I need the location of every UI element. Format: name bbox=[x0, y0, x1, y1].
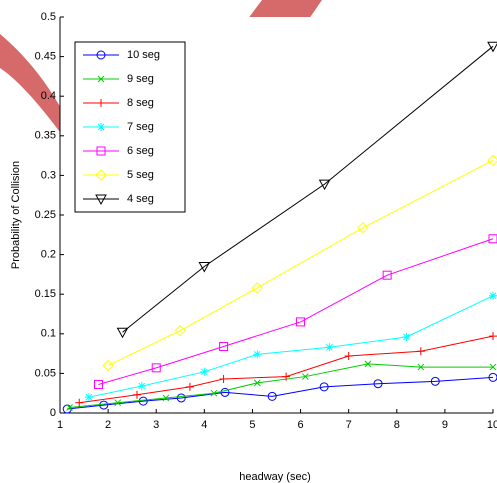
y-tick-label: 0 bbox=[50, 407, 56, 419]
y-tick-label: 0.45 bbox=[35, 51, 56, 63]
data-point bbox=[219, 374, 228, 383]
data-point bbox=[416, 347, 425, 356]
data-point bbox=[487, 41, 497, 53]
data-point bbox=[488, 372, 497, 382]
legend-marker bbox=[97, 99, 105, 107]
series-line bbox=[122, 45, 494, 333]
data-point bbox=[75, 398, 84, 407]
data-point bbox=[84, 393, 93, 402]
legend-marker bbox=[95, 194, 107, 206]
data-point bbox=[489, 291, 497, 300]
data-point bbox=[430, 376, 440, 386]
data-point bbox=[174, 324, 186, 337]
data-point bbox=[364, 360, 372, 368]
data-point bbox=[210, 389, 218, 397]
data-point bbox=[344, 351, 353, 360]
y-tick-label: 0.1 bbox=[41, 328, 56, 340]
data-point bbox=[357, 221, 369, 234]
x-tick-label: 3 bbox=[153, 419, 159, 431]
data-point bbox=[99, 400, 109, 410]
decoration bbox=[0, 34, 62, 135]
data-point bbox=[220, 387, 230, 397]
y-tick-label: 0.5 bbox=[41, 11, 56, 23]
x-tick-label: 9 bbox=[442, 419, 448, 431]
legend-label: 9 seg bbox=[127, 73, 154, 85]
data-point bbox=[198, 261, 211, 273]
x-tick-label: 6 bbox=[297, 419, 303, 431]
data-point bbox=[132, 390, 141, 399]
x-tick-label: 8 bbox=[394, 419, 400, 431]
x-tick-label: 10 bbox=[487, 419, 497, 431]
x-tick-label: 2 bbox=[105, 419, 111, 431]
x-tick-label: 1 bbox=[57, 419, 63, 431]
data-point bbox=[66, 404, 73, 411]
legend-label: 10 seg bbox=[127, 49, 160, 61]
y-tick-label: 0.2 bbox=[41, 249, 56, 261]
data-point bbox=[302, 373, 309, 380]
data-point bbox=[296, 317, 306, 327]
y-tick-label: 0.35 bbox=[35, 130, 56, 142]
data-point bbox=[267, 391, 277, 401]
x-axis-label: headway (sec) bbox=[239, 471, 311, 483]
data-point bbox=[253, 379, 261, 387]
data-point bbox=[93, 379, 103, 389]
data-point bbox=[319, 382, 329, 392]
data-point bbox=[382, 270, 392, 280]
data-point bbox=[102, 359, 114, 372]
series-line bbox=[67, 376, 494, 410]
data-point bbox=[162, 394, 170, 402]
x-tick-label: 7 bbox=[346, 419, 352, 431]
y-tick-label: 0.4 bbox=[41, 90, 56, 102]
data-point bbox=[282, 372, 291, 381]
legend-marker bbox=[96, 50, 106, 60]
y-tick-label: 0.05 bbox=[35, 367, 56, 379]
data-point bbox=[488, 234, 497, 244]
legend-label: 5 seg bbox=[127, 169, 154, 181]
legend-marker bbox=[96, 146, 106, 156]
data-point bbox=[176, 393, 186, 403]
legend-marker bbox=[97, 75, 105, 83]
data-point bbox=[137, 382, 146, 391]
data-point bbox=[489, 332, 497, 341]
data-point bbox=[138, 396, 148, 406]
data-point bbox=[251, 282, 263, 294]
data-point bbox=[318, 179, 331, 191]
data-point bbox=[151, 363, 161, 373]
data-point bbox=[417, 363, 425, 371]
data-point bbox=[116, 327, 129, 339]
y-tick-label: 0.3 bbox=[41, 169, 56, 181]
y-tick-label: 0.15 bbox=[35, 288, 56, 300]
legend-label: 7 seg bbox=[127, 121, 154, 133]
data-point bbox=[219, 341, 229, 351]
data-point bbox=[253, 350, 262, 359]
legend-label: 8 seg bbox=[127, 97, 154, 109]
legend-label: 4 seg bbox=[127, 193, 154, 205]
legend-marker bbox=[97, 123, 105, 131]
data-point bbox=[200, 367, 209, 376]
series-line bbox=[107, 159, 494, 366]
data-point bbox=[373, 379, 383, 389]
data-point bbox=[325, 343, 334, 352]
data-point bbox=[487, 154, 497, 167]
series-line bbox=[98, 238, 494, 385]
x-tick-label: 4 bbox=[201, 419, 207, 431]
data-point bbox=[402, 332, 411, 341]
legend-marker bbox=[95, 169, 107, 181]
legend-label: 6 seg bbox=[127, 145, 154, 157]
y-axis-label: Probability of Collision bbox=[10, 161, 22, 269]
y-tick-label: 0.25 bbox=[35, 209, 56, 221]
series-line bbox=[79, 335, 494, 404]
x-tick-label: 5 bbox=[249, 419, 255, 431]
data-point bbox=[114, 399, 122, 407]
data-point bbox=[489, 363, 497, 371]
data-point bbox=[185, 382, 194, 391]
